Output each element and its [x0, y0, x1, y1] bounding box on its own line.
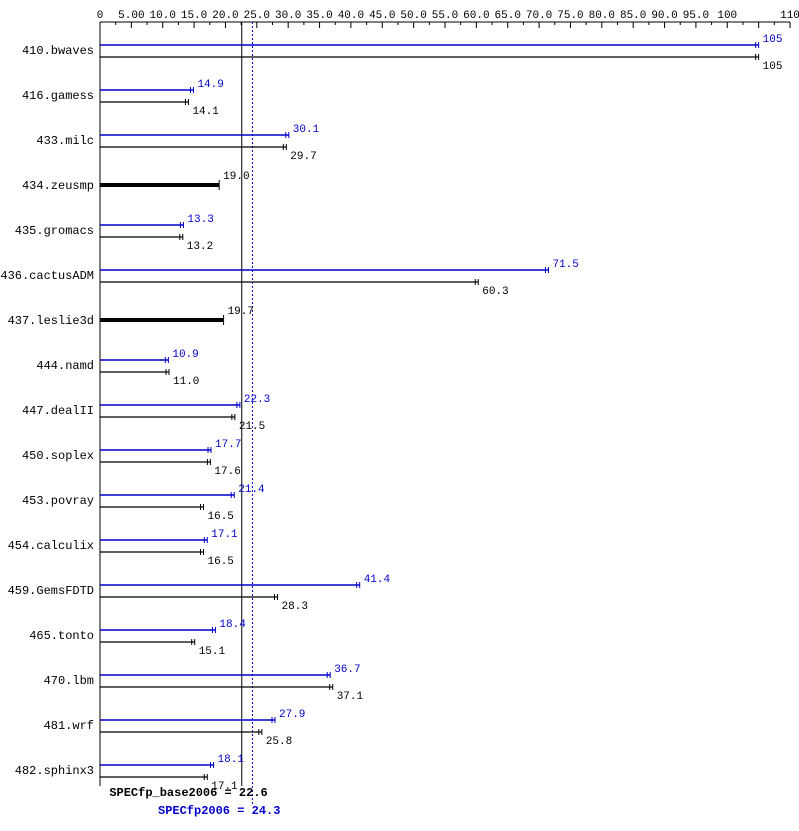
value-label-single: 19.0	[223, 171, 249, 183]
value-label-base: 28.3	[282, 601, 308, 613]
x-tick-label: 70.0	[526, 10, 552, 22]
x-tick-label: 15.0	[181, 10, 207, 22]
x-tick-label: 95.0	[683, 10, 709, 22]
x-tick-label: 10.0	[150, 10, 176, 22]
value-label-peak: 10.9	[172, 349, 198, 361]
benchmark-label: 433.milc	[36, 134, 94, 148]
benchmark-label: 416.gamess	[22, 89, 94, 103]
value-label-peak: 21.4	[238, 484, 265, 496]
benchmark-label: 453.povray	[22, 494, 94, 508]
value-label-peak: 105	[763, 34, 783, 46]
benchmark-label: 436.cactusADM	[0, 269, 94, 283]
value-label-peak: 27.9	[279, 709, 305, 721]
value-label-base: 60.3	[482, 286, 508, 298]
benchmark-label: 465.tonto	[29, 629, 94, 643]
x-tick-label: 0	[97, 10, 104, 22]
value-label-peak: 71.5	[553, 259, 579, 271]
x-tick-label: 5.00	[118, 10, 144, 22]
benchmark-label: 444.namd	[36, 359, 94, 373]
value-label-peak: 41.4	[364, 574, 391, 586]
benchmark-label: 434.zeusmp	[22, 179, 94, 193]
value-label-base: 13.2	[187, 241, 213, 253]
benchmark-label: 482.sphinx3	[15, 764, 94, 778]
x-tick-label: 60.0	[463, 10, 489, 22]
value-label-peak: 18.4	[219, 619, 246, 631]
value-label-base: 25.8	[266, 736, 292, 748]
value-label-peak: 22.3	[244, 394, 270, 406]
value-label-base: 16.5	[208, 556, 234, 568]
x-tick-label: 30.0	[275, 10, 301, 22]
value-label-base: 15.1	[199, 646, 226, 658]
benchmark-label: 437.leslie3d	[8, 314, 94, 328]
value-label-peak: 18.1	[218, 754, 245, 766]
x-tick-label: 90.0	[651, 10, 677, 22]
x-tick-label: 75.0	[557, 10, 583, 22]
x-tick-label: 35.0	[306, 10, 332, 22]
value-label-peak: 17.7	[215, 439, 241, 451]
value-label-base: 37.1	[337, 691, 364, 703]
benchmark-label: 481.wrf	[44, 719, 94, 733]
value-label-base: 14.1	[192, 106, 219, 118]
value-label-base: 29.7	[290, 151, 316, 163]
x-tick-label: 85.0	[620, 10, 646, 22]
x-tick-label: 110	[780, 10, 799, 22]
value-label-base: 105	[763, 61, 783, 73]
x-tick-label: 50.0	[400, 10, 426, 22]
x-tick-label: 40.0	[338, 10, 364, 22]
value-label-base: 16.5	[208, 511, 234, 523]
benchmark-label: 435.gromacs	[15, 224, 94, 238]
spec-benchmark-chart: 0 5.00 10.0 15.0 20.0 25.0 30.0 35.0 40.0 45.0 50.…	[0, 0, 799, 831]
value-label-peak: 36.7	[334, 664, 360, 676]
x-tick-label: 80.0	[589, 10, 615, 22]
benchmark-label: 447.dealII	[22, 404, 94, 418]
value-label-peak: 17.1	[211, 529, 238, 541]
benchmark-label: 454.calculix	[8, 539, 94, 553]
value-label-base: 21.5	[239, 421, 265, 433]
benchmark-label: 450.soplex	[22, 449, 94, 463]
value-label-base: 11.0	[173, 376, 199, 388]
value-label-peak: 14.9	[197, 79, 223, 91]
value-label-single: 19.7	[228, 306, 254, 318]
benchmark-label: 470.lbm	[44, 674, 94, 688]
summary-peak-label: SPECfp2006 = 24.3	[158, 804, 280, 818]
x-tick-label: 65.0	[495, 10, 521, 22]
benchmark-label: 410.bwaves	[22, 44, 94, 58]
benchmark-label: 459.GemsFDTD	[8, 584, 94, 598]
x-tick-label: 100	[717, 10, 737, 22]
value-label-peak: 30.1	[293, 124, 320, 136]
x-tick-label: 25.0	[244, 10, 270, 22]
value-label-base: 17.6	[214, 466, 240, 478]
summary-base-label: SPECfp_base2006 = 22.6	[109, 786, 267, 800]
x-tick-label: 55.0	[432, 10, 458, 22]
value-label-peak: 13.3	[187, 214, 213, 226]
x-tick-label: 20.0	[212, 10, 238, 22]
x-tick-label: 45.0	[369, 10, 395, 22]
